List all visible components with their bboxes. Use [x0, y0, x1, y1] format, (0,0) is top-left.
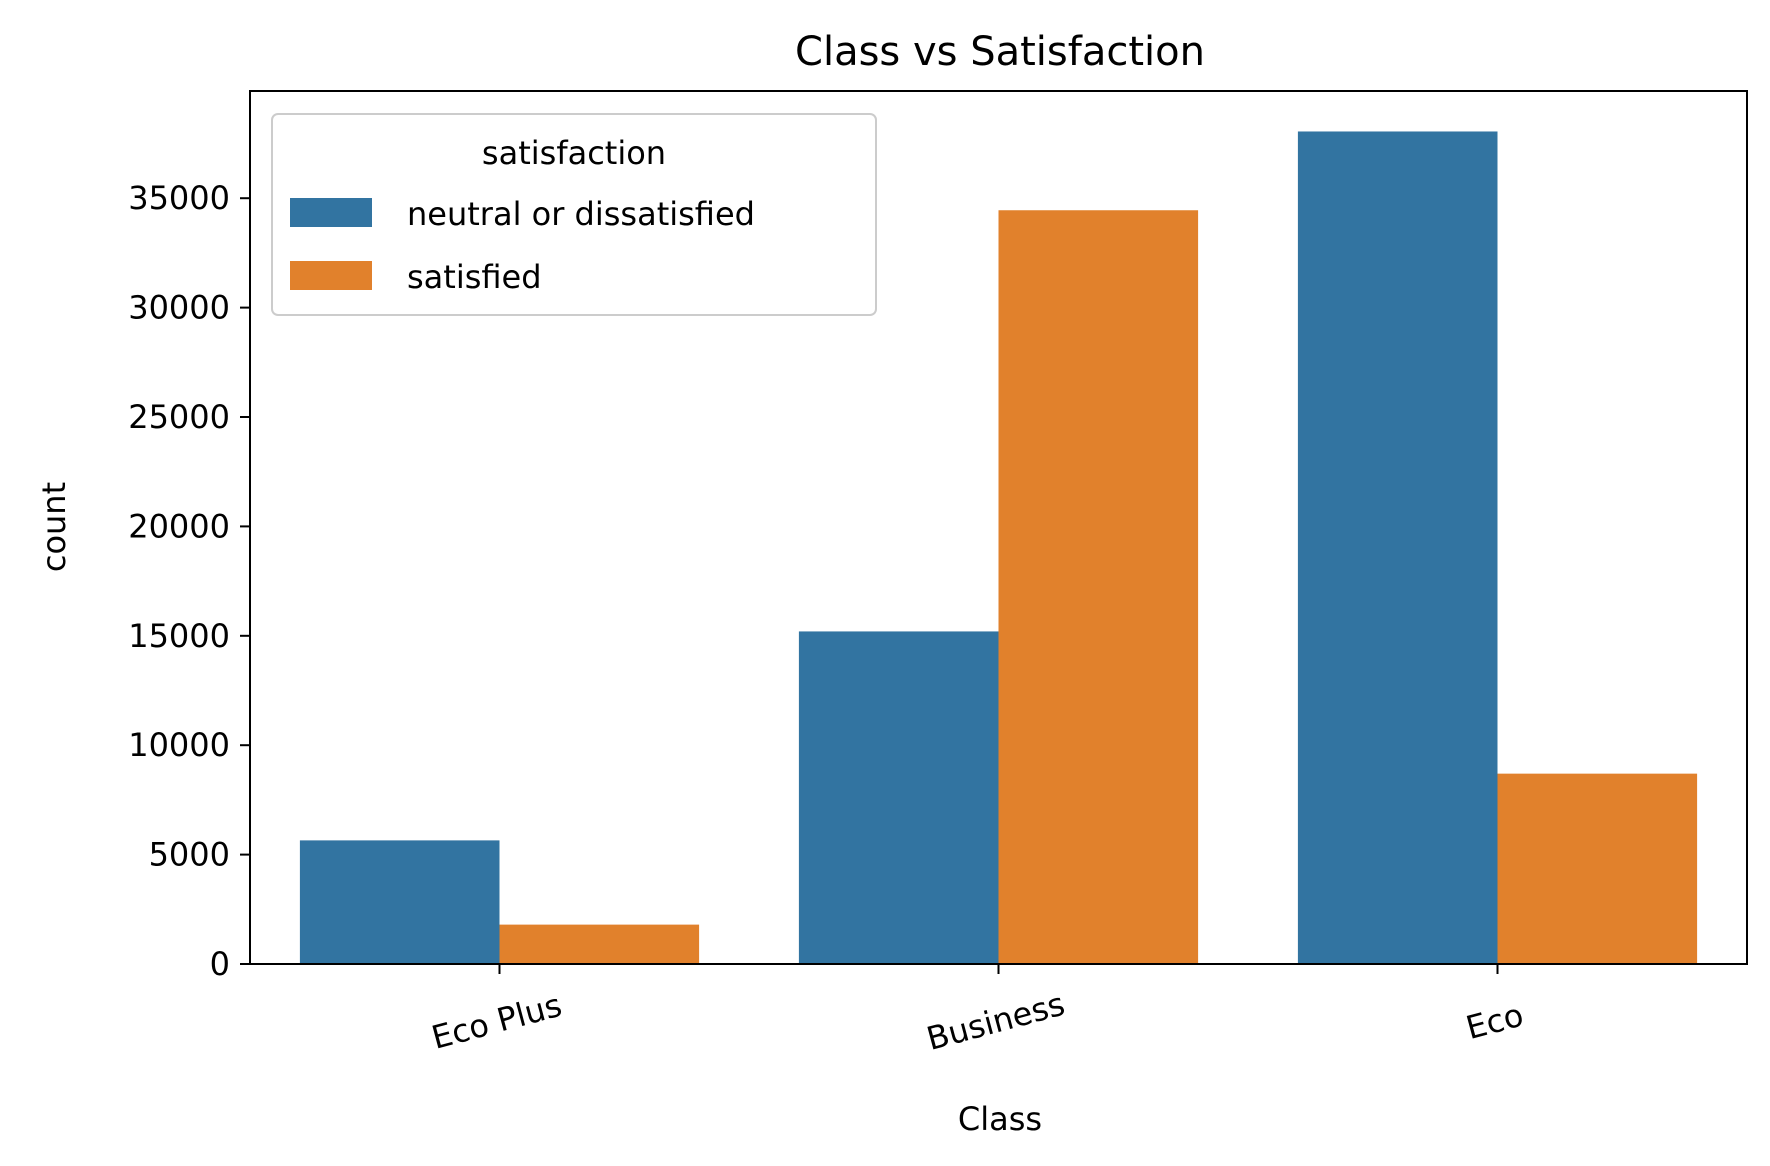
y-tick-label: 0: [210, 945, 230, 983]
legend-swatch-satisfied: [290, 261, 372, 290]
bar-eco-plus-neutral-or-dissatisfied: [299, 840, 500, 964]
bar-eco-neutral-or-dissatisfied: [1297, 131, 1498, 965]
legend-title: satisfaction: [482, 134, 666, 172]
y-tick-label: 35000: [128, 179, 230, 217]
bar-eco-satisfied: [1497, 773, 1698, 964]
legend-label-neutral-or-dissatisfied: neutral or dissatisfied: [407, 195, 755, 233]
y-tick-label: 25000: [128, 398, 230, 436]
x-axis-label: Class: [958, 1100, 1042, 1138]
y-axis-ticks: 0 5000 10000 15000 20000 25000 30000 35000: [128, 179, 250, 983]
bar-business-satisfied: [998, 210, 1199, 964]
plot-frame: [249, 90, 1748, 965]
legend-label-satisfied: satisfied: [407, 258, 542, 296]
chart-title: Class vs Satisfaction: [795, 29, 1205, 75]
y-tick-label: 30000: [128, 289, 230, 327]
bar-business-neutral-or-dissatisfied: [798, 631, 999, 964]
y-tick-label: 5000: [149, 836, 230, 874]
legend-frame: [271, 113, 877, 316]
bars-group: [299, 131, 1698, 965]
y-tick-label: 10000: [128, 726, 230, 764]
y-tick-label: 15000: [128, 617, 230, 655]
legend-swatch-neutral-or-dissatisfied: [290, 198, 372, 227]
y-axis-label: count: [35, 482, 73, 572]
legend: satisfaction neutral or dissatisfied sat…: [271, 113, 877, 316]
y-tick-label: 20000: [128, 507, 230, 545]
bar-eco-plus-satisfied: [499, 924, 700, 964]
